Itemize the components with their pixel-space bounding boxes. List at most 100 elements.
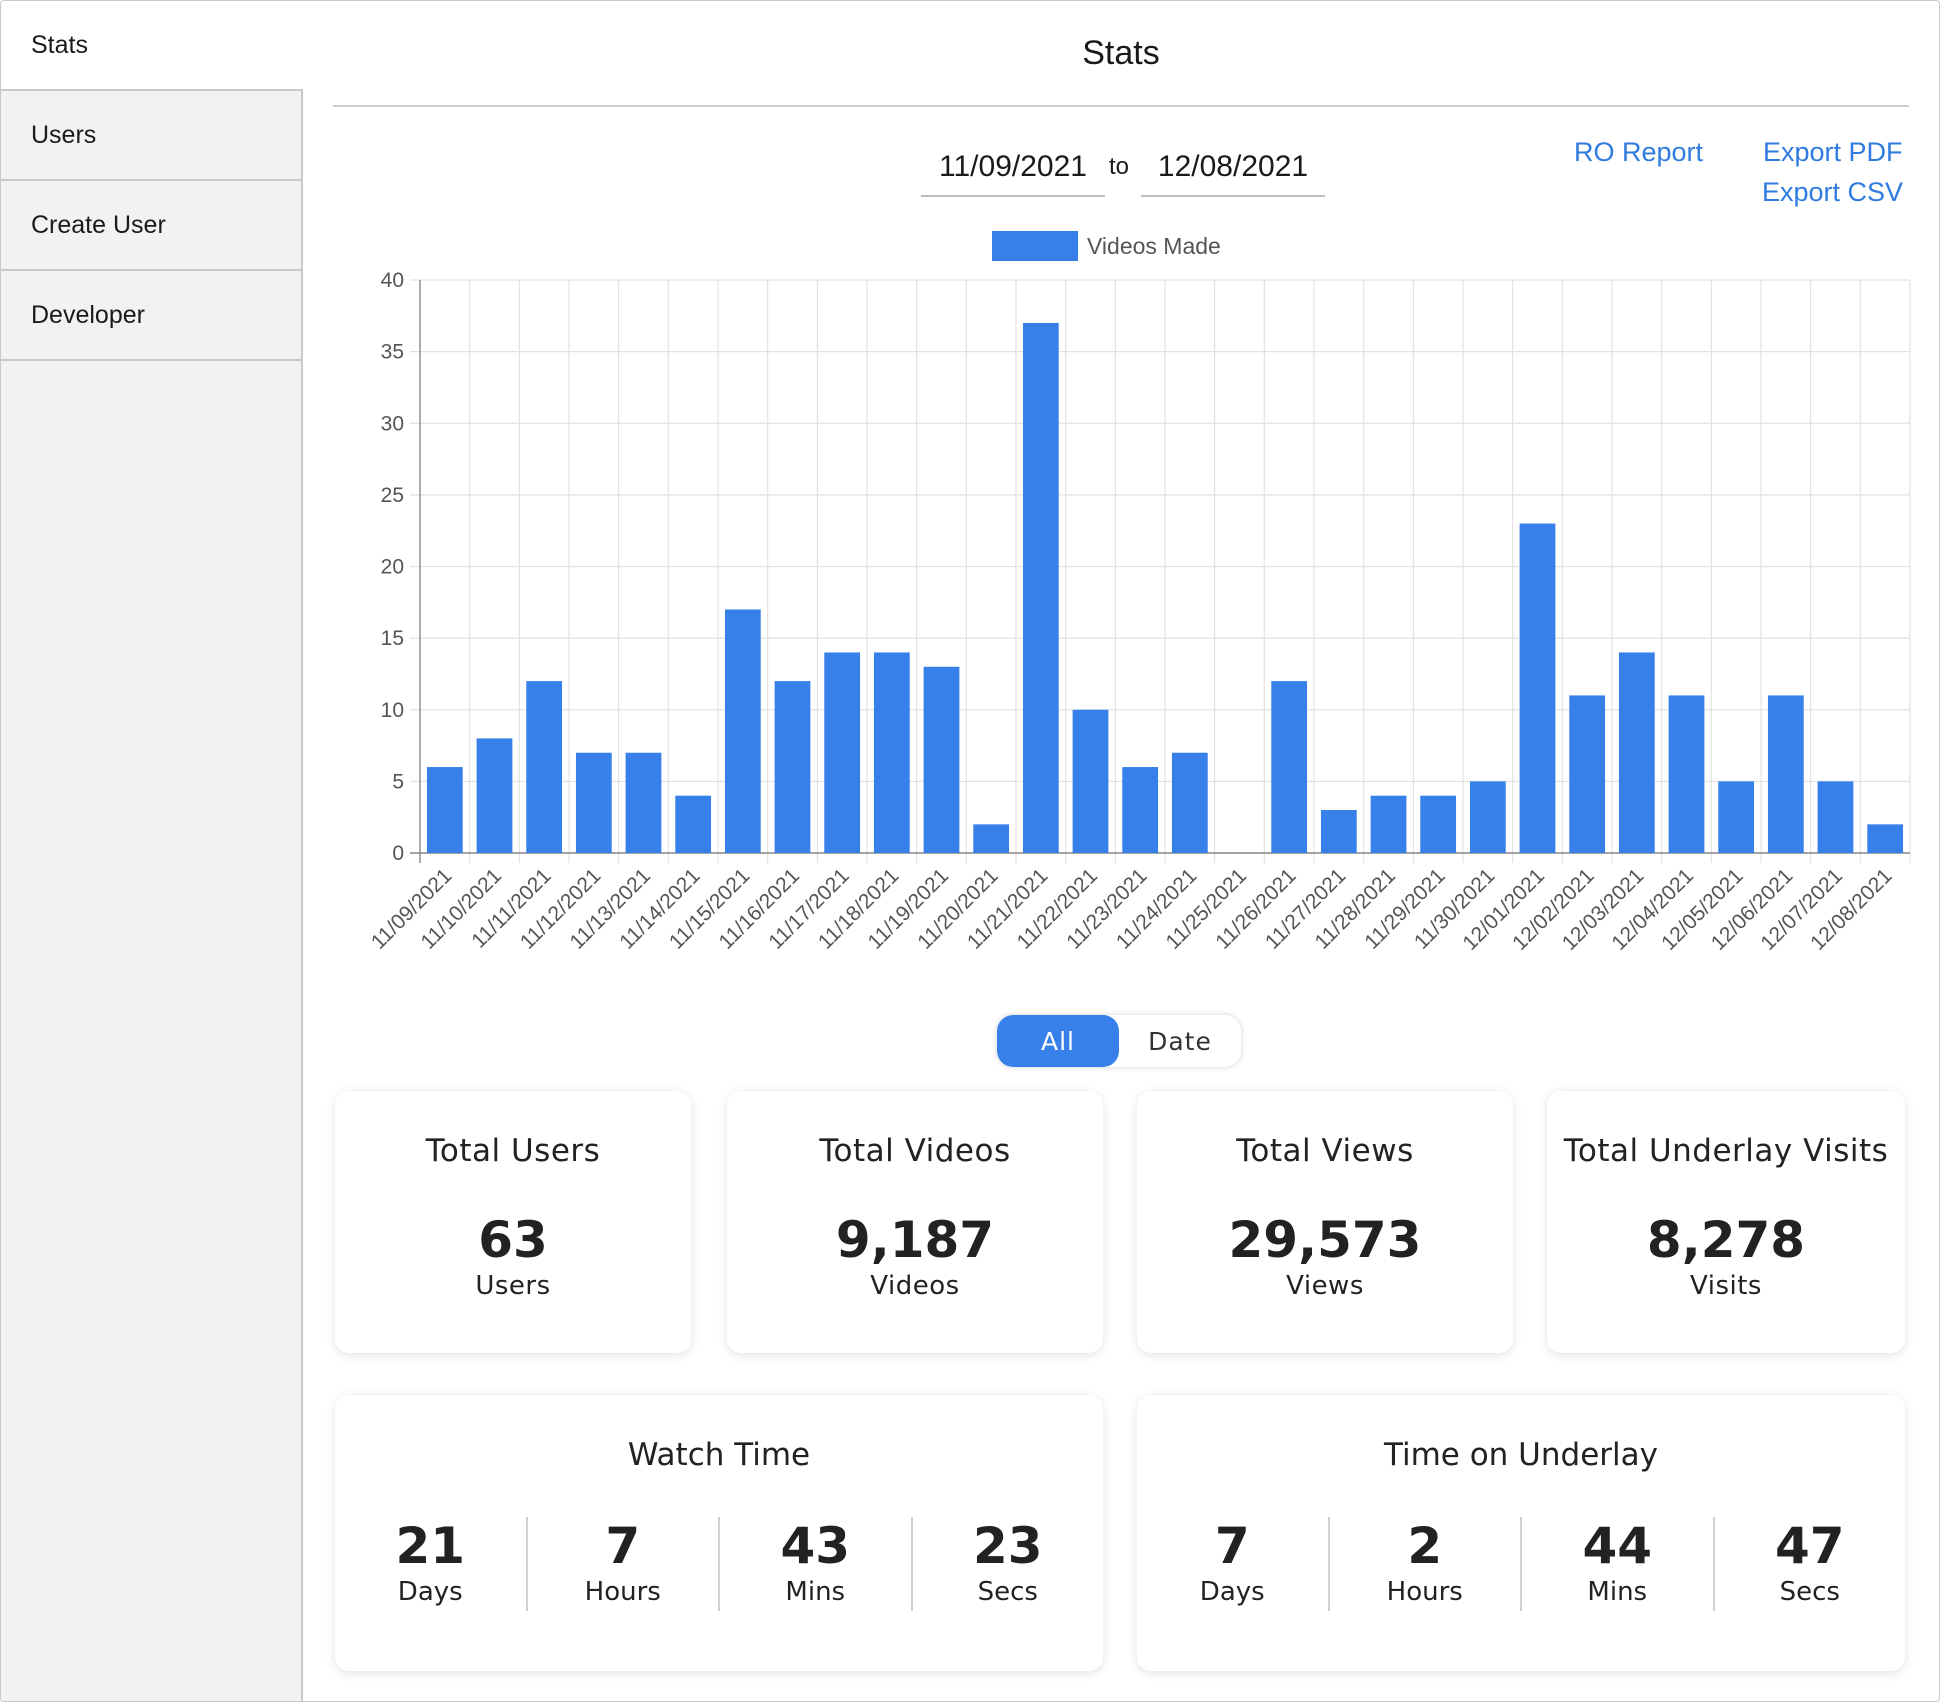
time-on-underlay-card: Time on Underlay 7 Days 2 Hours 44 Mins 47 S… <box>1137 1395 1905 1671</box>
y-tick-label: 15 <box>381 627 404 650</box>
bar-11-22-2021 <box>1072 709 1109 853</box>
bar-11-17-2021 <box>824 652 861 853</box>
watch-time-hours: 7 Hours <box>525 1517 719 1611</box>
sidebar-item-label: Users <box>31 120 97 149</box>
bar-11-13-2021 <box>625 752 662 853</box>
card-value: 63 <box>478 1211 548 1269</box>
time-value: 44 <box>1582 1517 1653 1575</box>
videos-made-bar-chart: 051015202530354011/09/202111/10/202111/1… <box>367 269 1911 955</box>
card-title: Total Views <box>1236 1133 1414 1169</box>
bar-12-03-2021 <box>1618 652 1655 853</box>
sidebar-item-create-user[interactable]: Create User <box>1 181 301 271</box>
sidebar-item-stats[interactable]: Stats <box>1 1 303 91</box>
time-unit: Days <box>397 1577 463 1607</box>
bar-11-24-2021 <box>1171 752 1208 853</box>
toggle-date-button[interactable]: Date <box>1148 1026 1212 1056</box>
y-tick-label: 5 <box>392 770 404 793</box>
end-date-input[interactable] <box>1141 139 1325 197</box>
toggle-all-button[interactable]: All <box>997 1015 1119 1067</box>
sidebar-item-label: Developer <box>31 300 145 329</box>
start-date-input[interactable] <box>921 139 1105 197</box>
bar-12-01-2021 <box>1519 523 1556 853</box>
total-views-card: Total Views 29,573 Views <box>1137 1091 1513 1353</box>
card-value: 29,573 <box>1228 1211 1422 1269</box>
underlay-time-breakdown: 7 Days 2 Hours 44 Mins 47 Secs <box>1137 1517 1905 1611</box>
card-unit: Visits <box>1690 1271 1762 1301</box>
main-content: Stats to RO Report Export PDF Export CSV… <box>303 1 1939 1701</box>
time-unit: Secs <box>1779 1577 1840 1607</box>
bar-11-14-2021 <box>675 795 712 853</box>
y-tick-label: 0 <box>392 842 404 865</box>
bar-12-06-2021 <box>1767 695 1804 853</box>
bar-11-27-2021 <box>1320 810 1357 853</box>
card-unit: Users <box>475 1271 551 1301</box>
export-pdf-link[interactable]: Export PDF <box>1763 137 1903 167</box>
bar-11-30-2021 <box>1469 781 1506 853</box>
time-value: 47 <box>1774 1517 1845 1575</box>
total-underlay-visits-card: Total Underlay Visits 8,278 Visits <box>1547 1091 1905 1353</box>
bar-11-16-2021 <box>774 681 811 853</box>
date-range-separator: to <box>1109 153 1130 180</box>
bar-11-26-2021 <box>1271 681 1308 853</box>
sidebar-item-users[interactable]: Users <box>1 91 301 181</box>
bar-11-15-2021 <box>724 609 761 853</box>
watch-time-secs: 23 Secs <box>910 1517 1104 1611</box>
card-unit: Videos <box>870 1271 960 1301</box>
export-csv-link[interactable]: Export CSV <box>1762 177 1904 207</box>
time-value: 23 <box>972 1517 1043 1575</box>
card-title: Time on Underlay <box>1384 1437 1658 1473</box>
ro-report-link[interactable]: RO Report <box>1574 137 1704 167</box>
bar-11-20-2021 <box>973 824 1010 853</box>
time-unit: Mins <box>785 1577 846 1607</box>
y-tick-label: 25 <box>381 484 404 507</box>
bar-11-12-2021 <box>575 752 612 853</box>
bar-11-10-2021 <box>476 738 513 853</box>
card-title: Watch Time <box>627 1437 811 1473</box>
underlay-time-secs: 47 Secs <box>1712 1517 1906 1611</box>
y-tick-label: 20 <box>381 556 404 579</box>
watch-time-card: Watch Time 21 Days 7 Hours 43 Mins 23 Secs <box>335 1395 1103 1671</box>
bar-11-19-2021 <box>923 666 960 853</box>
underlay-time-hours: 2 Hours <box>1327 1517 1521 1611</box>
time-value: 7 <box>605 1517 641 1575</box>
page-title: Stats <box>333 1 1909 107</box>
chart-legend[interactable]: Videos Made <box>992 231 1221 261</box>
card-title: Total Videos <box>819 1133 1011 1169</box>
time-unit: Days <box>1199 1577 1265 1607</box>
bar-11-28-2021 <box>1370 795 1407 853</box>
card-value: 8,278 <box>1646 1211 1806 1269</box>
total-videos-card: Total Videos 9,187 Videos <box>727 1091 1103 1353</box>
watch-time-breakdown: 21 Days 7 Hours 43 Mins 23 Secs <box>335 1517 1103 1611</box>
card-title: Total Underlay Visits <box>1563 1133 1889 1169</box>
card-value: 9,187 <box>835 1211 995 1269</box>
y-tick-label: 10 <box>381 699 404 722</box>
time-value: 7 <box>1214 1517 1250 1575</box>
time-unit: Mins <box>1587 1577 1648 1607</box>
time-unit: Secs <box>977 1577 1038 1607</box>
sidebar-item-developer[interactable]: Developer <box>1 271 301 361</box>
time-value: 2 <box>1407 1517 1443 1575</box>
y-tick-label: 35 <box>381 341 404 364</box>
time-unit: Hours <box>1386 1577 1463 1607</box>
bar-12-02-2021 <box>1569 695 1606 853</box>
bar-11-11-2021 <box>526 681 563 853</box>
underlay-time-mins: 44 Mins <box>1520 1517 1713 1611</box>
y-tick-label: 30 <box>381 412 404 435</box>
sidebar-item-label: Create User <box>31 210 166 239</box>
y-tick-label: 40 <box>381 269 404 292</box>
time-unit: Hours <box>584 1577 661 1607</box>
bar-12-05-2021 <box>1718 781 1755 853</box>
legend-label: Videos Made <box>1087 232 1221 259</box>
bar-12-08-2021 <box>1867 824 1904 853</box>
total-users-card: Total Users 63 Users <box>335 1091 691 1353</box>
view-toggle: All Date <box>997 1015 1241 1067</box>
sidebar: Stats Users Create User Developer <box>1 1 303 1701</box>
time-value: 43 <box>780 1517 851 1575</box>
bar-12-04-2021 <box>1668 695 1705 853</box>
watch-time-mins: 43 Mins <box>718 1517 911 1611</box>
card-unit: Views <box>1286 1271 1364 1301</box>
time-value: 21 <box>395 1517 466 1575</box>
bar-11-21-2021 <box>1022 322 1059 854</box>
bar-11-23-2021 <box>1122 767 1159 853</box>
